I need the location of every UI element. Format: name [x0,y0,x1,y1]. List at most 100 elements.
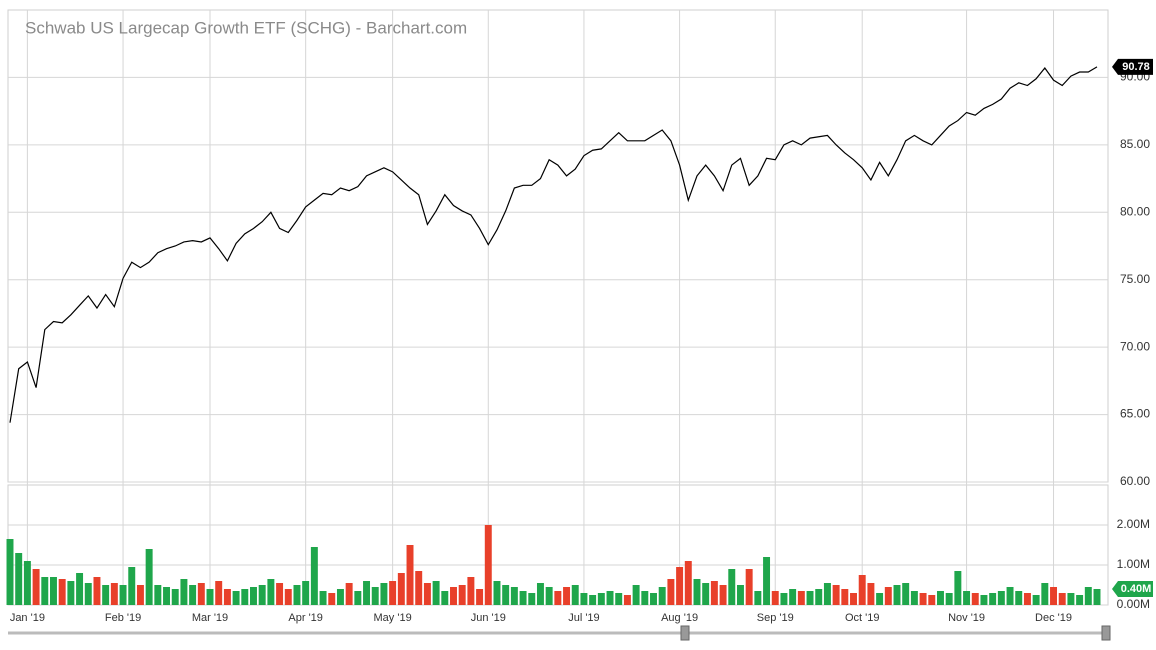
price-line [9,66,1098,423]
volume-bar [1023,593,1031,605]
volume-bar [276,583,284,605]
volume-bar [1006,587,1014,605]
volume-bar [893,585,901,605]
x-tick-label: Feb '19 [105,612,141,624]
y-tick-label: 0.00M [1117,597,1150,611]
y-tick-label: 75.00 [1120,272,1150,286]
volume-bar [84,583,92,605]
x-tick-label: Nov '19 [948,612,985,624]
volume-bar [258,585,266,605]
volume-bar [67,581,75,605]
volume-bar [910,591,918,605]
volume-bar [597,593,605,605]
volume-bar [650,593,657,605]
volume-bar [980,595,988,605]
volume-bar [571,585,579,605]
volume-bar [119,585,127,605]
volume-bar [536,583,544,605]
volume-bar [971,593,979,605]
volume-bar [945,593,953,605]
volume-bar [1084,587,1092,605]
volume-bar [641,591,649,605]
volume-bar [319,591,327,605]
y-tick-label: 60.00 [1120,474,1150,488]
volume-bar [771,591,779,605]
volume-bar [963,591,971,605]
y-tick-label: 85.00 [1120,137,1150,151]
scroll-handle[interactable] [680,625,690,641]
x-tick-label: Jan '19 [10,612,45,624]
volume-bar [406,545,414,605]
volume-bar [632,585,640,605]
volume-bar [806,591,814,605]
volume-bar [884,587,892,605]
volume-bar [1093,589,1101,605]
volume-bar [310,547,318,605]
last-volume-label: 0.40M [1121,583,1152,595]
volume-bar [371,587,379,605]
volume-bar [267,579,275,605]
volume-bar [250,587,257,605]
y-tick-label: 80.00 [1120,204,1150,218]
y-tick-label: 1.00M [1117,557,1150,571]
volume-bar [171,589,179,605]
scroll-handle[interactable] [1101,625,1111,641]
volume-bar [58,579,66,605]
volume-bar [623,595,631,605]
volume-bar [41,577,49,605]
volume-bar [189,585,197,605]
volume-bar [1058,593,1066,605]
volume-bar [589,595,597,605]
volume-bar [223,589,231,605]
volume-bar [989,593,997,605]
volume-bar [354,591,362,605]
volume-bar [476,589,484,605]
volume-bar [510,587,518,605]
volume-bar [1041,583,1049,605]
volume-bar [841,589,849,605]
x-tick-label: Dec '19 [1035,612,1072,624]
volume-bar [528,593,536,605]
volume-bar [180,579,188,605]
volume-bar [797,591,805,605]
volume-bar [380,583,388,605]
volume-bar [928,595,936,605]
y-tick-label: 70.00 [1120,339,1150,353]
volume-bar [1032,595,1040,605]
volume-bar [23,561,31,605]
volume-bar [154,585,162,605]
volume-bar [954,571,962,605]
volume-frame [7,484,1109,606]
volume-bar [997,591,1005,605]
volume-bar [397,573,405,605]
volume-bar [867,583,875,605]
volume-bar [128,567,136,605]
volume-bar [606,591,614,605]
volume-bar [6,539,14,605]
volume-bar [563,587,571,605]
volume-bar [432,581,440,605]
volume-bar [293,585,301,605]
volume-bar [50,577,57,605]
volume-bar [832,585,840,605]
volume-bar [702,583,710,605]
last-price-tag [1112,58,1153,75]
last-price-label: 90.78 [1122,61,1150,73]
volume-bar [415,571,423,605]
volume-bar [1050,587,1057,605]
volume-bar [615,593,623,605]
volume-bar [719,585,727,605]
volume-bar [580,593,588,605]
volume-bar [850,593,857,605]
volume-bar [823,583,831,605]
grid [8,10,1108,606]
volume-bar [902,583,910,605]
volume-bar [93,577,101,605]
volume-bar [876,593,884,605]
volume-bar [858,575,866,605]
volume-bar [389,581,397,605]
volume-bar [441,591,449,605]
volume-bar [110,583,118,605]
volume-bar [328,593,336,605]
